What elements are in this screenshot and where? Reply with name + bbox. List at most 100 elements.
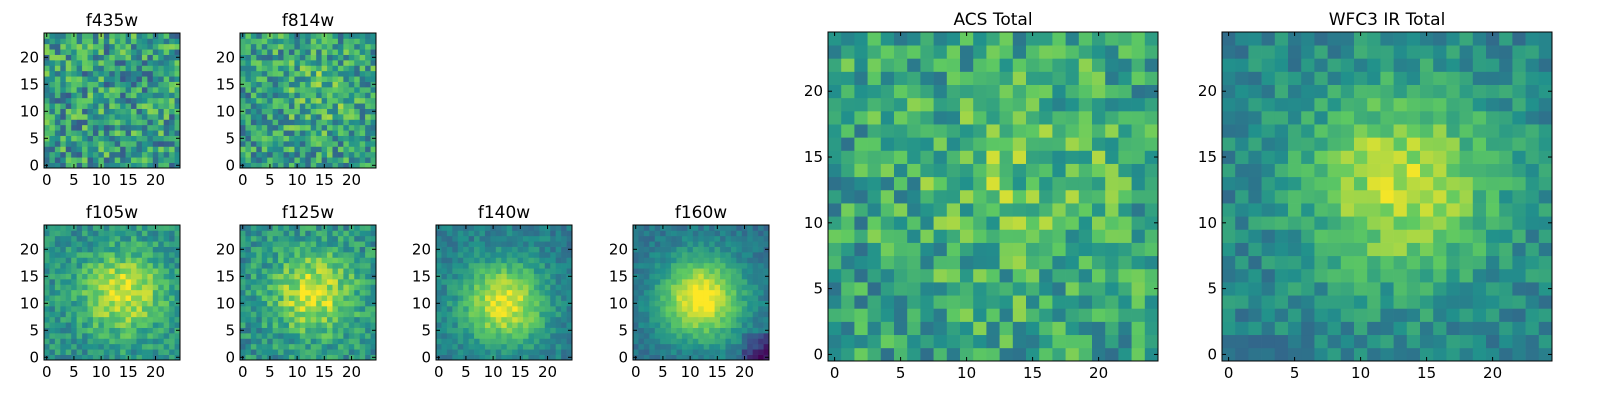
heatmap-cell — [654, 327, 661, 334]
heatmap-cell — [337, 43, 344, 50]
x-tick-label: 20 — [342, 363, 361, 381]
heatmap-cell — [1039, 255, 1053, 270]
heatmap-cell — [103, 295, 110, 301]
heatmap-cell — [665, 257, 672, 264]
heatmap-cell — [1367, 334, 1381, 349]
heatmap-cell — [1327, 163, 1342, 178]
heatmap-cell — [698, 273, 705, 280]
heatmap-cell — [131, 279, 137, 285]
heatmap-cell — [125, 230, 132, 237]
heatmap-cell — [169, 92, 175, 99]
heatmap-cell — [131, 300, 137, 307]
heatmap-cell — [960, 32, 974, 46]
heatmap-cell — [709, 338, 715, 345]
heatmap-cell — [82, 103, 88, 109]
heatmap-cell — [288, 43, 295, 50]
heatmap-cell — [763, 343, 770, 350]
x-tick-label: 15 — [119, 363, 138, 381]
heatmap-cell — [98, 124, 105, 131]
heatmap-cell — [1065, 347, 1080, 362]
heatmap-cell — [92, 322, 99, 328]
heatmap-cell — [523, 284, 529, 291]
heatmap-cell — [703, 268, 710, 274]
heatmap-cell — [54, 284, 61, 291]
heatmap-cell — [158, 252, 165, 258]
heatmap-cell — [539, 225, 546, 231]
heatmap-cell — [65, 65, 72, 72]
heatmap-cell — [120, 97, 126, 104]
heatmap-cell — [54, 246, 61, 253]
heatmap-cell — [703, 235, 710, 242]
heatmap-cell — [1525, 255, 1540, 270]
heatmap-cell — [283, 327, 290, 334]
heatmap-cell — [98, 246, 105, 253]
heatmap-cell — [544, 306, 551, 312]
heatmap-cell — [321, 108, 328, 115]
heatmap-cell — [654, 333, 661, 339]
heatmap-cell — [649, 289, 656, 296]
heatmap-cell — [60, 108, 67, 115]
heatmap-cell — [643, 333, 650, 339]
heatmap-cell — [60, 262, 67, 269]
heatmap-cell — [82, 70, 88, 77]
heatmap-cell — [370, 151, 377, 158]
heatmap-cell — [566, 349, 573, 355]
heatmap-cell — [436, 311, 442, 318]
heatmap-cell — [294, 103, 301, 109]
heatmap-cell — [354, 97, 361, 104]
heatmap-cell — [999, 97, 1014, 112]
heatmap-cell — [1144, 282, 1159, 296]
heatmap-cell — [267, 300, 273, 307]
heatmap-cell — [65, 162, 72, 169]
heatmap-cell — [365, 54, 371, 61]
heatmap-cell — [709, 262, 715, 269]
heatmap-cell — [692, 322, 699, 328]
heatmap-cell — [725, 262, 732, 269]
heatmap-cell — [109, 76, 116, 82]
heatmap-cell — [758, 246, 764, 253]
heatmap-cell — [310, 257, 317, 264]
heatmap-cell — [152, 43, 159, 50]
heatmap-cell — [1078, 137, 1093, 151]
heatmap-cell — [54, 87, 61, 93]
heatmap-cell — [348, 146, 355, 153]
heatmap-cell — [555, 343, 562, 350]
heatmap-cell — [741, 295, 748, 301]
heatmap-cell — [294, 306, 301, 312]
heatmap-cell — [506, 257, 513, 264]
heatmap-cell — [283, 76, 290, 82]
heatmap-cell — [169, 300, 175, 307]
heatmap-cell — [479, 246, 486, 253]
heatmap-cell — [474, 246, 480, 253]
heatmap-cell — [720, 306, 726, 312]
heatmap-cell — [495, 268, 502, 274]
heatmap-cell — [468, 257, 475, 264]
heatmap-cell — [49, 300, 56, 307]
heatmap-cell — [1512, 189, 1526, 204]
heatmap-cell — [76, 338, 83, 345]
heatmap-cell — [354, 38, 361, 45]
heatmap-cell — [1327, 229, 1342, 243]
heatmap-cell — [730, 230, 737, 237]
heatmap-cell — [539, 338, 546, 345]
heatmap-cell — [348, 70, 355, 77]
heatmap-cell — [240, 349, 246, 355]
heatmap-cell — [114, 162, 121, 169]
heatmap-cell — [725, 225, 732, 231]
heatmap-cell — [709, 273, 715, 280]
x-tick-label: 15 — [315, 363, 334, 381]
heatmap-cell — [49, 284, 56, 291]
heatmap-cell — [720, 322, 726, 328]
heatmap-cell — [698, 327, 705, 334]
heatmap-cell — [512, 289, 518, 296]
heatmap-cell — [272, 316, 279, 323]
heatmap-cell — [163, 33, 170, 39]
x-tick-label: 20 — [146, 363, 165, 381]
heatmap-cell — [272, 306, 279, 312]
heatmap-cell — [174, 92, 181, 99]
heatmap-cell — [354, 300, 361, 307]
heatmap-cell — [1367, 229, 1381, 243]
heatmap-cell — [1301, 308, 1315, 322]
heatmap-cell — [633, 311, 639, 318]
